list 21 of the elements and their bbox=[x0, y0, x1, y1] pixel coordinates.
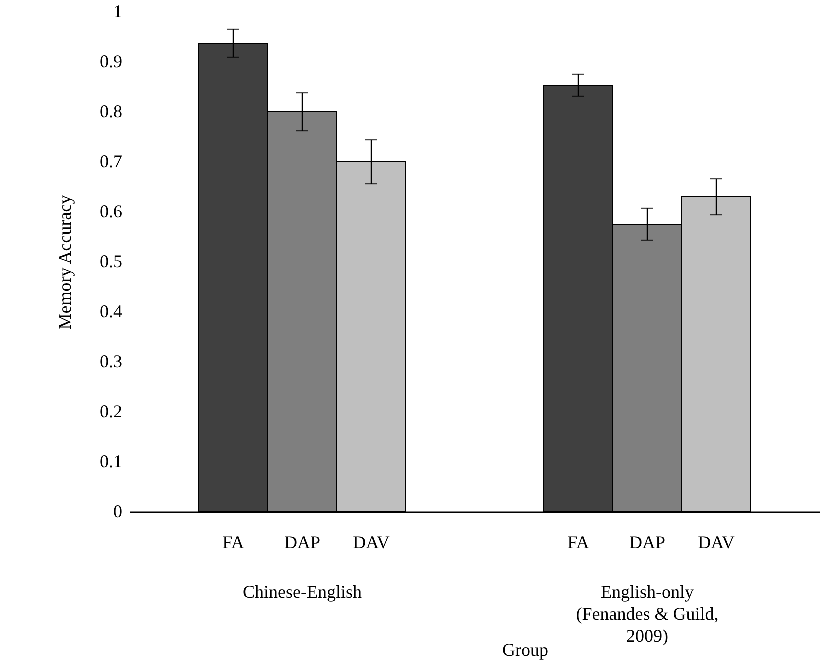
y-tick-label: 0.2 bbox=[100, 402, 122, 422]
y-tick-label: 1 bbox=[114, 2, 122, 22]
x-axis-title: Group bbox=[502, 640, 548, 660]
x-tick-label: DAP bbox=[284, 532, 321, 552]
y-tick-label: 0.1 bbox=[100, 452, 122, 472]
y-tick-label: 0 bbox=[114, 502, 122, 522]
y-tick-label: 0.3 bbox=[100, 352, 122, 372]
y-tick-label: 0.7 bbox=[100, 152, 122, 172]
text: English-only (Fenandes & Guild, 2009) bbox=[576, 582, 719, 646]
y-tick-label: 0.8 bbox=[100, 102, 122, 122]
text: Chinese-English bbox=[243, 582, 362, 602]
x-tick-label: DAV bbox=[698, 532, 735, 552]
x-tick-label: FA bbox=[568, 532, 590, 552]
x-tick-label: DAP bbox=[629, 532, 666, 552]
x-tick-label: DAV bbox=[353, 532, 390, 552]
x-tick-label: FA bbox=[222, 532, 244, 552]
y-tick-label: 0.6 bbox=[100, 202, 122, 222]
y-tick-label: 0.5 bbox=[100, 252, 122, 272]
y-axis-title: Memory Accuracy bbox=[55, 195, 75, 330]
y-tick-label: 0.9 bbox=[100, 52, 122, 72]
y-tick-label: 0.4 bbox=[100, 302, 122, 322]
